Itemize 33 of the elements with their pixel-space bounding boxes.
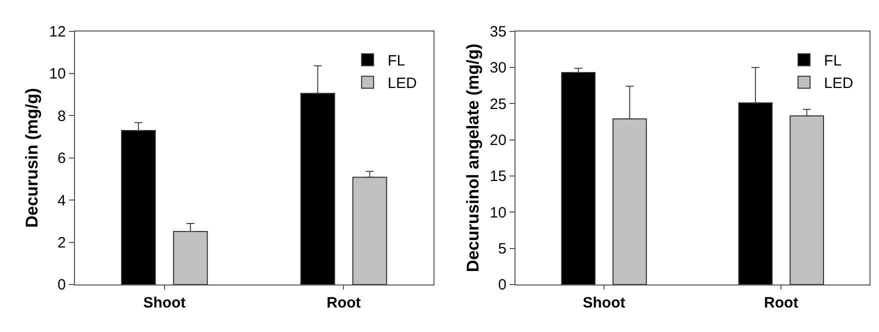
y-tick-label: 4 <box>57 192 66 210</box>
bar <box>121 130 156 284</box>
y-tick-label: 12 <box>49 24 66 41</box>
y-tick-label: 10 <box>49 66 66 83</box>
y-tick-label: 6 <box>57 150 66 168</box>
legend-label: LED <box>388 75 417 92</box>
y-tick-label: 25 <box>490 96 506 113</box>
y-tick-label: 0 <box>57 276 66 294</box>
y-axis-title: Decurusin (mg/g) <box>22 88 42 228</box>
y-tick-label: 5 <box>498 240 506 258</box>
bar <box>173 231 208 284</box>
y-tick-label: 15 <box>490 168 506 186</box>
x-tick-label: Root <box>326 294 361 312</box>
y-tick-label: 2 <box>57 234 66 252</box>
bar <box>300 92 336 284</box>
y-tick-label: 0 <box>498 276 506 294</box>
legend-label: LED <box>824 75 854 92</box>
x-tick-label: Root <box>764 294 798 312</box>
bar <box>790 115 824 284</box>
bar <box>612 118 647 284</box>
bar <box>738 102 773 284</box>
y-tick-label: 8 <box>57 108 66 125</box>
bar <box>352 176 388 284</box>
y-tick-label: 20 <box>490 132 506 150</box>
legend-label: FL <box>824 52 842 70</box>
x-tick-label: Shoot <box>582 294 626 312</box>
bar <box>561 72 596 284</box>
y-tick-label: 35 <box>490 24 506 41</box>
x-tick-label: Shoot <box>143 294 186 312</box>
y-tick-label: 10 <box>490 204 506 222</box>
legend-label: FL <box>388 52 406 70</box>
y-tick-label: 30 <box>490 60 506 77</box>
y-axis-title: Decurusinol angelate (mg/g) <box>463 44 482 272</box>
